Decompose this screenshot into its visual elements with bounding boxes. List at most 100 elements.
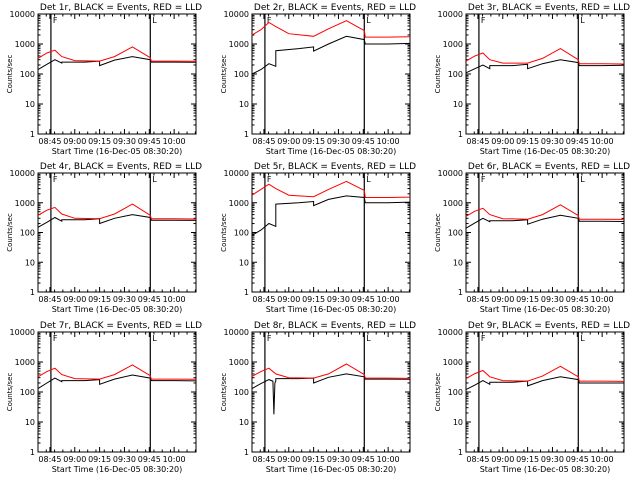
y-tick-label: 1 [30,448,35,457]
events-series-line [251,373,411,415]
y-tick-label: 10 [453,258,463,267]
vertical-marker-label: L [152,16,157,25]
lld-series-line [465,365,625,382]
y-tick-label: 1 [458,288,463,297]
x-tick-label: 09:15 [302,455,325,464]
plot-frame [37,13,197,135]
x-tick-label: 09:00 [491,137,514,146]
x-tick-label: 10:00 [377,137,400,146]
y-tick-label: 1 [458,130,463,139]
x-tick-label: 08:45 [466,137,489,146]
lld-series-line [37,203,197,220]
y-axis-label: Counts/sec [6,213,14,252]
panel-title: Det 8r, BLACK = Events, RED = LLD [254,321,416,331]
x-tick-label: 09:45 [138,295,161,304]
events-series-line [251,195,411,236]
x-tick-label: 09:15 [516,455,539,464]
x-axis-label: Start Time (16-Dec-05 08:30:20) [480,147,611,156]
events-series-line [465,59,625,74]
panel-det-7: Det 7r, BLACK = Events, RED = LLD 1 10 100 1… [6,321,202,474]
vertical-marker-label: F [53,334,58,343]
y-axis-label: Counts/sec [220,373,228,412]
x-tick-label: 10:00 [591,295,614,304]
y-axis-label: Counts/sec [6,373,14,412]
plot-frame [465,331,625,453]
y-tick-label: 10000 [224,10,249,19]
events-series-line [251,35,411,75]
y-tick-label: 1000 [443,40,463,49]
x-tick-label: 09:00 [63,455,86,464]
x-tick-label: 10:00 [163,137,186,146]
y-tick-label: 1000 [443,358,463,367]
vertical-marker-label: L [580,175,585,184]
x-tick-label: 10:00 [591,455,614,464]
y-tick-label: 10 [453,418,463,427]
y-tick-label: 10 [25,258,35,267]
x-tick-label: 09:45 [352,295,375,304]
vertical-marker-label: F [481,16,486,25]
y-axis-label: Counts/sec [434,55,442,94]
x-tick-label: 09:15 [88,295,111,304]
x-axis-label: Start Time (16-Dec-05 08:30:20) [480,465,611,474]
plot-frame [37,331,197,453]
events-series-line [37,56,197,71]
x-axis-label: Start Time (16-Dec-05 08:30:20) [266,305,397,314]
plot-frame [251,172,411,293]
x-tick-label: 09:30 [327,295,350,304]
y-tick-label: 100 [448,229,463,238]
x-tick-label: 08:45 [38,137,61,146]
x-axis-label: Start Time (16-Dec-05 08:30:20) [52,305,183,314]
y-tick-label: 1 [244,130,249,139]
y-tick-label: 1 [30,288,35,297]
y-tick-label: 1 [244,448,249,457]
x-tick-label: 09:00 [63,137,86,146]
vertical-marker-label: L [366,16,371,25]
y-tick-label: 1 [30,130,35,139]
panel-title: Det 2r, BLACK = Events, RED = LLD [254,3,416,13]
x-tick-label: 09:00 [491,295,514,304]
x-tick-label: 08:45 [252,137,275,146]
y-tick-label: 100 [20,388,35,397]
y-tick-label: 10000 [438,328,463,337]
y-tick-label: 10 [25,418,35,427]
y-tick-label: 1000 [229,40,249,49]
x-axis-label: Start Time (16-Dec-05 08:30:20) [52,465,183,474]
x-tick-label: 09:15 [88,455,111,464]
lld-series-line [465,204,625,220]
y-tick-label: 100 [234,229,249,238]
y-tick-label: 1000 [229,358,249,367]
y-tick-label: 10000 [224,169,249,178]
x-tick-label: 09:45 [138,137,161,146]
x-tick-label: 09:30 [327,137,350,146]
x-tick-label: 09:30 [327,455,350,464]
vertical-marker-label: F [481,334,486,343]
plot-frame [465,13,625,135]
x-tick-label: 09:45 [566,137,589,146]
panel-det-8: Det 8r, BLACK = Events, RED = LLD 1 10 100 1… [220,321,416,474]
y-tick-label: 1000 [15,199,35,208]
events-series-line [465,376,624,391]
y-tick-label: 10 [239,100,249,109]
x-tick-label: 10:00 [377,295,400,304]
y-tick-label: 10000 [224,328,249,337]
x-tick-label: 09:30 [113,295,136,304]
y-axis-label: Counts/sec [434,373,442,412]
vertical-marker-label: F [267,175,272,184]
x-tick-label: 08:45 [252,455,275,464]
y-tick-label: 100 [448,70,463,79]
panel-title: Det 7r, BLACK = Events, RED = LLD [40,321,202,331]
x-tick-label: 08:45 [466,455,489,464]
vertical-marker-label: L [366,175,371,184]
x-tick-label: 08:45 [466,295,489,304]
x-tick-label: 09:15 [516,295,539,304]
x-tick-label: 09:45 [138,455,161,464]
lld-series-line [251,180,411,198]
y-tick-label: 100 [234,388,249,397]
x-tick-label: 09:30 [541,455,564,464]
panel-title: Det 6r, BLACK = Events, RED = LLD [468,162,630,172]
y-tick-label: 10 [25,100,35,109]
x-tick-label: 09:30 [541,295,564,304]
panel-det-2: Det 2r, BLACK = Events, RED = LLD 1 10 100 1… [220,3,416,156]
y-tick-label: 1000 [15,40,35,49]
